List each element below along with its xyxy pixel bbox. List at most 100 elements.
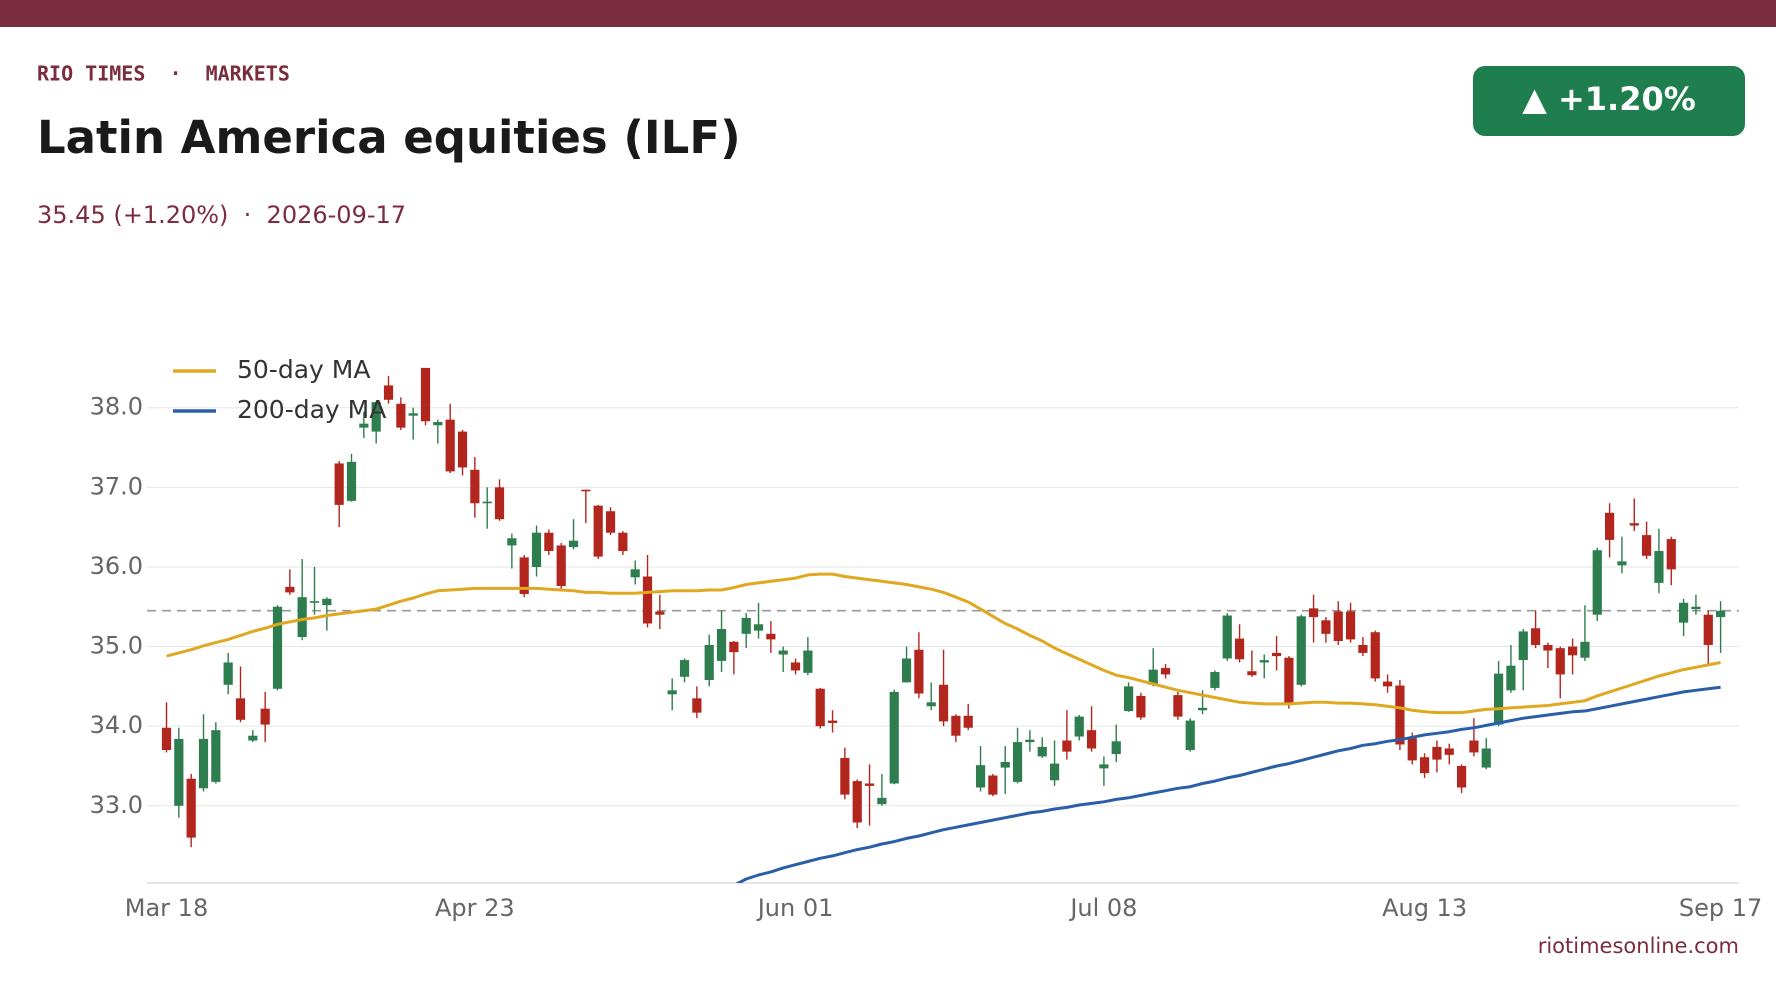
legend-label: 200-day MA (237, 395, 386, 424)
subtitle: 35.45 (+1.20%) · 2026-09-17 (37, 201, 406, 229)
candle-body (803, 650, 813, 673)
candle-body (322, 598, 332, 606)
candle-body (692, 698, 702, 713)
top-bar (0, 0, 1776, 27)
candle-body (827, 720, 838, 723)
candle-body (1629, 523, 1639, 526)
candle-body (1432, 746, 1442, 760)
ma-line (735, 685, 1721, 883)
candle-body (1308, 608, 1319, 618)
candle-body (864, 783, 875, 786)
candle-body (1247, 671, 1257, 676)
candle-body (1074, 716, 1084, 737)
candle-body (248, 735, 258, 741)
candle-body (951, 715, 961, 736)
candle-body (396, 403, 406, 428)
candle-body (1222, 615, 1232, 659)
candle-body (1284, 657, 1294, 704)
candle-body (507, 538, 517, 546)
y-tick-label: 38.0 (90, 393, 143, 421)
candle-body (556, 545, 566, 587)
candle-body (519, 557, 529, 595)
candle-body (1148, 669, 1158, 685)
badge-text: ▲ +1.20% (1522, 80, 1696, 118)
candle-body (1678, 602, 1689, 623)
legend-label: 50-day MA (237, 355, 370, 384)
candle-body (371, 402, 381, 432)
candle-body (433, 422, 443, 426)
candle-body (655, 611, 665, 615)
candle-body (1025, 739, 1035, 743)
candle-body (285, 586, 295, 593)
candle-body (297, 597, 307, 638)
candle-body (235, 698, 246, 720)
candle-body (1703, 614, 1713, 645)
candle-body (642, 576, 653, 624)
candle-body (938, 684, 949, 722)
candle-body (1210, 672, 1220, 688)
candle-body (223, 662, 233, 685)
candle-body (679, 660, 690, 677)
candle-body (1604, 512, 1615, 540)
candle-body (1469, 740, 1479, 753)
candle-body (1580, 641, 1590, 658)
candle-body (334, 463, 344, 505)
y-tick-label: 34.0 (90, 711, 143, 739)
candle-body (1000, 761, 1010, 768)
candle-body (988, 775, 998, 795)
candle-body (1321, 620, 1331, 634)
candle-body (1395, 685, 1405, 745)
candles (161, 367, 1726, 848)
candle-body (1086, 730, 1097, 749)
candle-body (272, 606, 283, 689)
candle-body (1062, 740, 1072, 752)
candle-body (741, 617, 751, 634)
candle-body (1617, 561, 1627, 566)
candle-body (1037, 746, 1047, 757)
candle-body (1543, 644, 1553, 651)
candle-body (1481, 748, 1491, 768)
candle-body (790, 662, 801, 671)
candle-body (420, 367, 431, 422)
kicker: RIO TIMES · MARKETS (37, 62, 290, 86)
page-title: Latin America equities (ILF) (37, 111, 741, 164)
candle-body (618, 532, 628, 552)
candle-body (1197, 707, 1208, 711)
candle-body (963, 715, 973, 728)
candle-body (1234, 638, 1245, 660)
ma-line (166, 572, 1721, 715)
source: riotimesonline.com (1538, 934, 1739, 958)
candle-body (482, 501, 492, 504)
candle-body (174, 738, 184, 806)
candle-body (457, 431, 468, 468)
candle-body (1271, 652, 1282, 657)
candle-body (359, 423, 369, 428)
candle-body (161, 727, 172, 751)
candle-body (877, 797, 887, 805)
candle-body (914, 649, 924, 694)
candle-body (1654, 551, 1664, 583)
candle-body (1419, 757, 1430, 774)
y-tick-label: 37.0 (90, 472, 143, 500)
candle-body (581, 489, 591, 492)
candle-body (1370, 632, 1380, 679)
candle-body (1296, 616, 1306, 685)
candle-body (605, 511, 616, 533)
candle-body (716, 629, 727, 661)
candle-body (926, 702, 936, 707)
candle-body (1111, 741, 1121, 755)
candle-body (1641, 535, 1652, 556)
candle-body (1555, 648, 1565, 675)
candle-body (778, 650, 788, 655)
candle-body (198, 738, 209, 789)
candle-body (1099, 764, 1109, 769)
candle-body (445, 419, 455, 472)
candle-body (729, 641, 739, 653)
candle-body (753, 624, 764, 631)
candle-body (408, 413, 418, 416)
candle-body (211, 730, 221, 782)
candle-body (766, 633, 776, 640)
candle-body (667, 690, 677, 695)
